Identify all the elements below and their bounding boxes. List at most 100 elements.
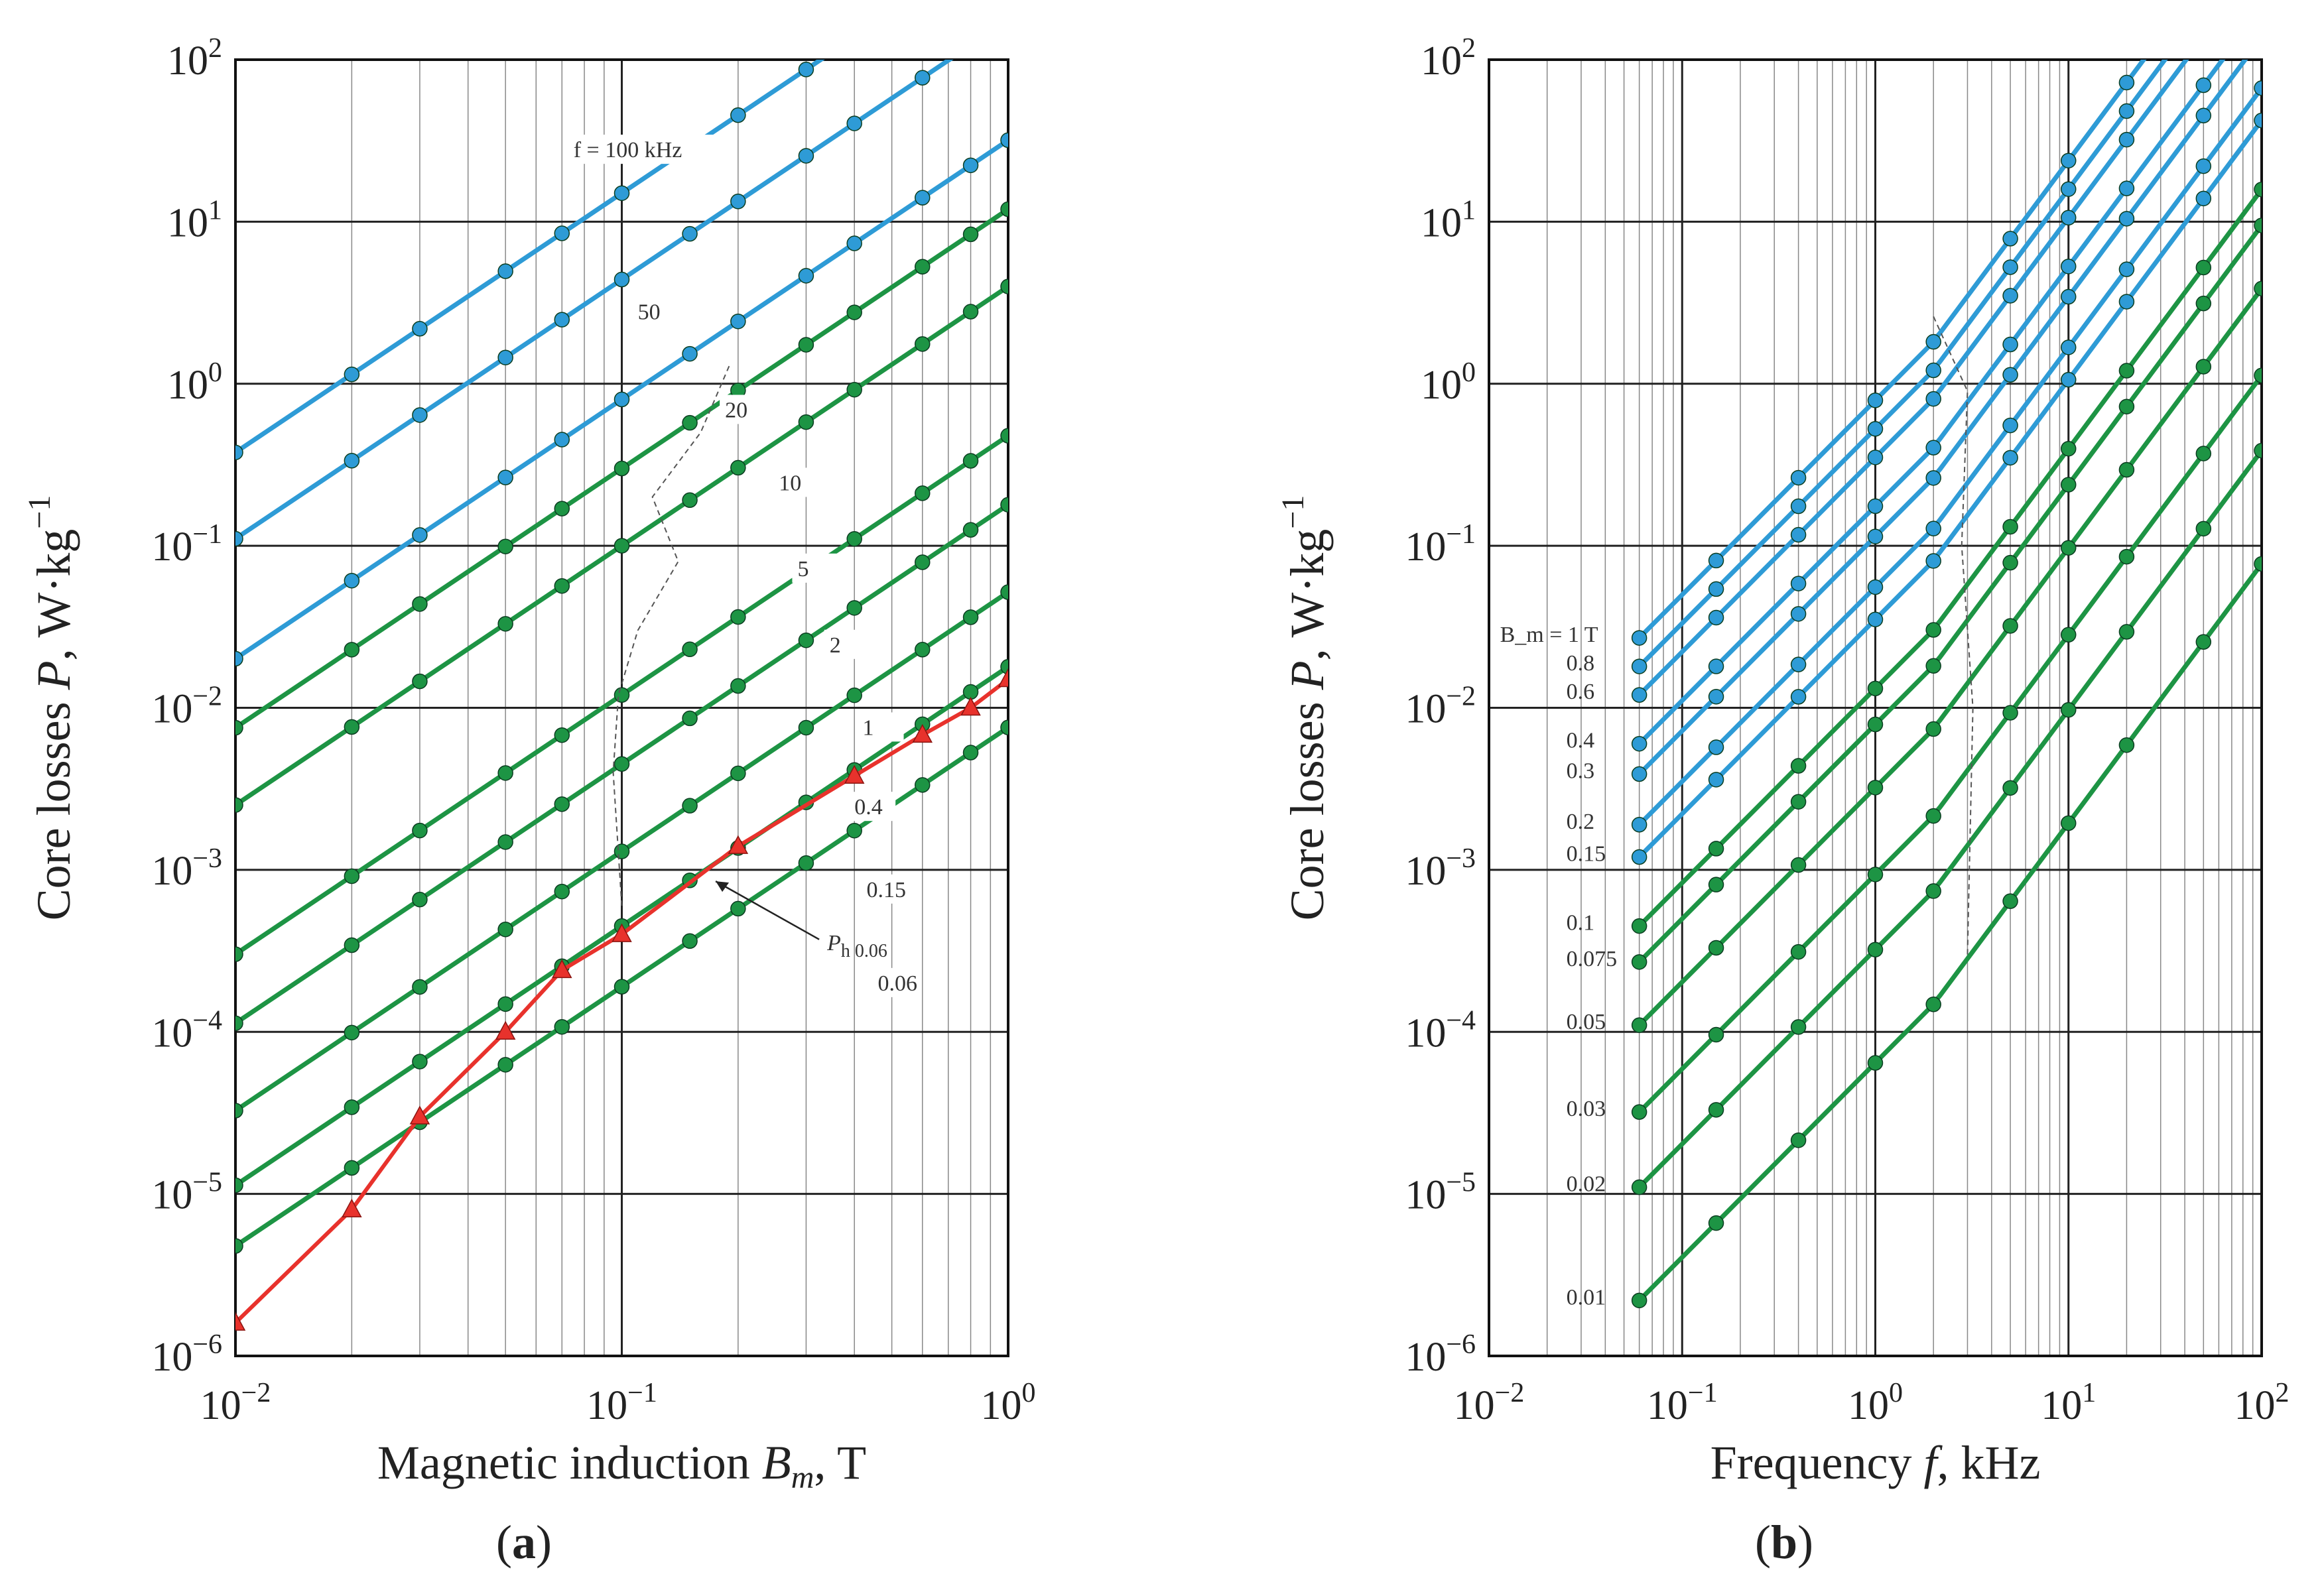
data-point bbox=[1867, 611, 1884, 627]
data-point bbox=[962, 745, 979, 761]
data-point bbox=[1925, 553, 1941, 569]
data-point bbox=[730, 194, 746, 210]
panel-label-a: (a) bbox=[496, 1516, 552, 1569]
hysteresis-point bbox=[844, 764, 865, 784]
data-point bbox=[846, 304, 862, 320]
x-tick-label: 10−1 bbox=[1647, 1378, 1718, 1428]
data-point bbox=[1000, 428, 1008, 444]
data-point bbox=[915, 336, 931, 352]
data-point bbox=[1867, 716, 1884, 733]
data-point bbox=[2254, 181, 2262, 198]
data-point bbox=[1708, 1102, 1724, 1118]
data-point bbox=[2002, 518, 2018, 535]
data-point bbox=[497, 1057, 513, 1073]
data-point bbox=[798, 719, 814, 736]
y-tick-label: 102 bbox=[167, 33, 222, 84]
series-line-b bbox=[1638, 374, 2262, 1114]
data-point bbox=[2061, 181, 2077, 197]
x-tick-label: 10−2 bbox=[1454, 1378, 1525, 1428]
hysteresis-point bbox=[912, 723, 933, 743]
data-point bbox=[344, 572, 360, 589]
series-line-b bbox=[1638, 86, 2262, 827]
data-point bbox=[1631, 735, 1647, 752]
data-point bbox=[798, 414, 814, 430]
series-label: 20 bbox=[725, 398, 747, 422]
x-axis-title: Frequency f, kHz bbox=[1711, 1436, 2041, 1489]
data-point bbox=[798, 337, 814, 353]
plot-frame bbox=[1488, 58, 2263, 1357]
data-point bbox=[2254, 367, 2262, 384]
data-point bbox=[915, 190, 931, 206]
data-point bbox=[497, 765, 513, 781]
data-point bbox=[1708, 581, 1724, 597]
y-tick-label: 10−6 bbox=[1405, 1329, 1476, 1380]
y-tick-label: 10−6 bbox=[151, 1329, 222, 1380]
data-point bbox=[2061, 288, 2077, 305]
series-label-bg bbox=[872, 967, 919, 997]
data-point bbox=[1000, 497, 1008, 513]
legend-title: B_m = 1 T bbox=[1500, 623, 1598, 647]
hysteresis-point bbox=[960, 696, 981, 716]
series-line-b bbox=[1638, 60, 2248, 776]
data-point bbox=[798, 148, 814, 164]
data-point bbox=[1708, 841, 1724, 857]
data-point bbox=[2061, 152, 2077, 168]
series-line-b bbox=[1638, 562, 2262, 1302]
x-tick-label: 100 bbox=[1848, 1378, 1903, 1428]
data-point bbox=[2061, 627, 2077, 643]
hysteresis-point bbox=[612, 923, 632, 942]
data-point bbox=[1631, 1104, 1647, 1120]
data-point bbox=[2002, 288, 2018, 304]
data-point bbox=[235, 530, 243, 547]
data-point bbox=[915, 777, 931, 793]
y-tick-label: 10−3 bbox=[1405, 843, 1476, 894]
data-point bbox=[915, 70, 931, 86]
data-point bbox=[1925, 470, 1941, 486]
series-label: 0.2 bbox=[1567, 810, 1595, 834]
series-line-b bbox=[1638, 188, 2262, 928]
data-point bbox=[613, 756, 630, 772]
data-point bbox=[2002, 259, 2018, 275]
data-point bbox=[1925, 391, 1941, 407]
series-label-bg bbox=[568, 135, 721, 164]
data-point bbox=[1867, 579, 1884, 595]
data-point bbox=[497, 349, 513, 365]
data-point bbox=[2195, 259, 2212, 276]
data-point bbox=[235, 719, 243, 736]
data-point bbox=[412, 596, 428, 612]
series-label: 10 bbox=[779, 471, 801, 495]
data-point bbox=[1631, 1292, 1647, 1309]
data-point bbox=[798, 855, 814, 871]
data-point bbox=[235, 1103, 243, 1119]
data-point bbox=[235, 1015, 243, 1031]
data-point bbox=[1790, 606, 1807, 622]
data-point bbox=[235, 797, 243, 813]
data-point bbox=[2061, 477, 2077, 493]
data-point bbox=[682, 798, 698, 814]
data-point bbox=[2118, 103, 2135, 119]
y-tick-label: 101 bbox=[1421, 195, 1476, 245]
data-point bbox=[2118, 261, 2135, 277]
data-point bbox=[2061, 259, 2077, 274]
data-point bbox=[2061, 440, 2077, 457]
series-label: 2 bbox=[830, 633, 841, 658]
series-label: 0.03 bbox=[1567, 1097, 1606, 1121]
panel-a-chart: 10−2 10−1 10010−610−510−410−310−210−110010… bbox=[22, 33, 1036, 1569]
data-point bbox=[412, 321, 428, 337]
y-tick-label: 10−2 bbox=[151, 682, 222, 732]
data-point bbox=[2118, 211, 2135, 227]
data-point bbox=[497, 921, 513, 938]
data-point bbox=[1867, 393, 1884, 408]
data-point bbox=[497, 469, 513, 485]
data-point bbox=[1925, 658, 1941, 674]
data-point bbox=[1790, 794, 1807, 810]
data-point bbox=[1708, 877, 1724, 892]
data-point bbox=[2002, 417, 2018, 434]
data-point bbox=[2195, 634, 2212, 650]
data-point bbox=[1000, 719, 1008, 735]
data-point bbox=[1631, 1179, 1647, 1195]
data-point bbox=[554, 578, 570, 594]
y-tick-label: 10−5 bbox=[1405, 1168, 1476, 1218]
data-point bbox=[1000, 584, 1008, 600]
series-label: 0.01 bbox=[1567, 1285, 1606, 1310]
